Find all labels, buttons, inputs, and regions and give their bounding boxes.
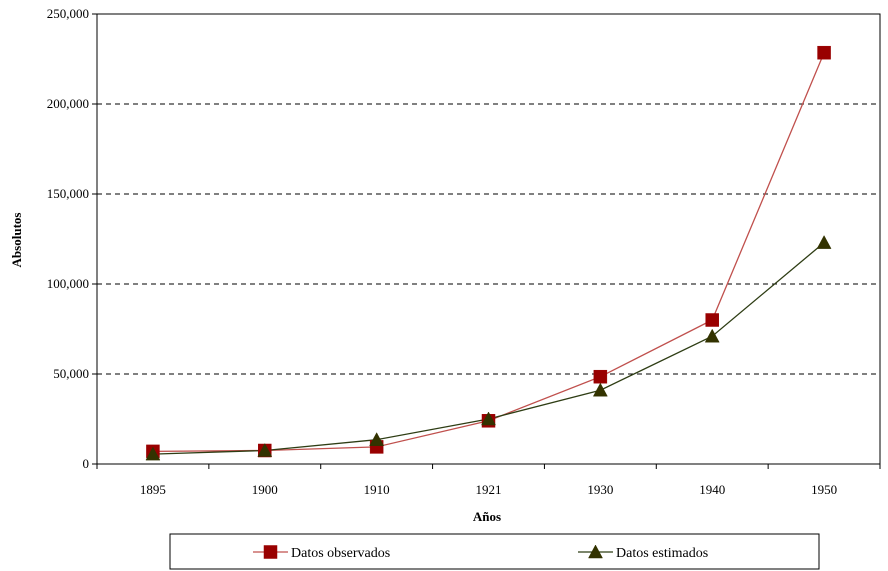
x-tick-label: 1930 (587, 482, 613, 497)
x-tick-label: 1950 (811, 482, 837, 497)
gridlines (97, 13, 880, 375)
series-line-0 (152, 52, 825, 453)
series-layer (145, 45, 832, 461)
y-tick-label: 250,000 (47, 6, 89, 21)
y-axis-title: Absolutos (9, 213, 24, 268)
data-point-1-6 (816, 235, 832, 249)
plot-area-frame (96, 13, 881, 465)
y-tick-label: 100,000 (47, 276, 89, 291)
y-tick-label: 0 (83, 456, 90, 471)
x-tick-label: 1921 (476, 482, 502, 497)
y-tick-label: 50,000 (53, 366, 89, 381)
data-point-0-5 (705, 313, 719, 327)
x-tick-label: 1910 (364, 482, 390, 497)
axes (92, 13, 881, 469)
legend-marker-1 (588, 544, 603, 559)
data-point-1-3 (481, 411, 496, 426)
tick-labels: 0 50,000 100,000 150,000 200,000 250,000 1895 1… (47, 6, 837, 497)
y-tick-label: 200,000 (47, 96, 89, 111)
data-point-1-5 (704, 328, 720, 343)
legend: Datos observados Datos estimados (169, 533, 820, 570)
legend-label-1: Datos estimados (616, 546, 708, 561)
legend-marker-0 (263, 545, 278, 559)
x-tick-label: 1900 (252, 482, 278, 497)
data-point-0-4 (593, 369, 608, 384)
data-point-1-2 (369, 432, 385, 446)
data-point-1-0 (145, 446, 161, 461)
data-point-1-1 (257, 442, 273, 457)
data-point-1-4 (592, 382, 608, 397)
x-tick-label: 1940 (699, 482, 725, 497)
x-tick-label: 1895 (140, 482, 166, 497)
y-tick-label: 150,000 (47, 186, 89, 201)
data-point-0-6 (817, 45, 831, 60)
legend-label-0: Datos observados (291, 546, 390, 561)
x-axis-title: Años (473, 509, 501, 524)
